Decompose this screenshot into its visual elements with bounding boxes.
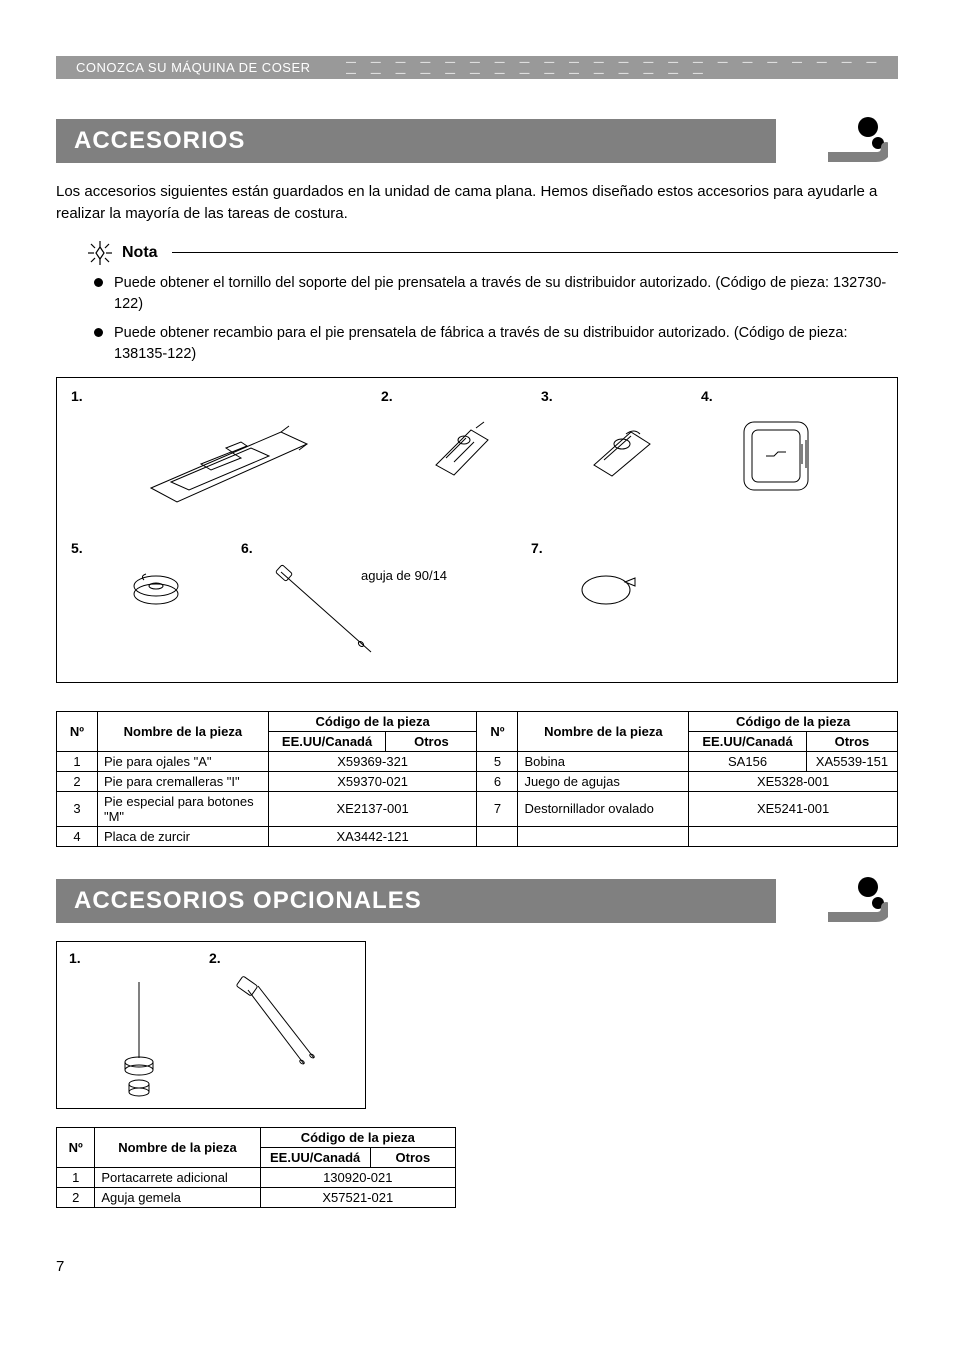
note-label: Nota	[122, 244, 158, 262]
buttonhole-foot-icon	[131, 410, 321, 510]
th-code: Código de la pieza	[268, 711, 477, 731]
breadcrumb-text: CONOZCA SU MÁQUINA DE COSER	[76, 60, 311, 75]
cell: X59370-021	[268, 771, 477, 791]
cell: 130920-021	[260, 1167, 455, 1187]
cell: 4	[57, 826, 98, 846]
cell	[477, 826, 518, 846]
cell: XA5539-151	[806, 751, 897, 771]
optional-accessories-table: Nº Nombre de la pieza Código de la pieza…	[56, 1127, 456, 1208]
fig-number: 7.	[531, 540, 543, 556]
note-block: Nota Puede obtener el tornillo del sopor…	[86, 239, 898, 365]
cell: Pie para cremalleras "I"	[97, 771, 268, 791]
spool-pin-icon	[104, 972, 174, 1102]
accessories-table: Nº Nombre de la pieza Código de la pieza…	[56, 711, 898, 847]
cell: 2	[57, 771, 98, 791]
th-other: Otros	[806, 731, 897, 751]
tab-decor-icon	[828, 113, 888, 163]
cell	[518, 826, 689, 846]
cell: Aguja gemela	[95, 1187, 260, 1207]
section-title: ACCESORIOS	[56, 119, 776, 163]
fig-number: 2.	[209, 950, 221, 966]
intro-text: Los accesorios siguientes están guardado…	[56, 181, 898, 225]
th-code: Código de la pieza	[689, 711, 898, 731]
tab-decor-icon	[828, 873, 888, 923]
figure-panel-optional: 1. 2.	[56, 941, 366, 1109]
th-num: Nº	[57, 1127, 95, 1167]
fig-number: 1.	[69, 950, 81, 966]
cell: XE5328-001	[689, 771, 898, 791]
darning-plate-icon	[726, 410, 826, 500]
cell: 5	[477, 751, 518, 771]
cell: 3	[57, 791, 98, 826]
th-us: EE.UU/Canadá	[260, 1147, 370, 1167]
cell: 1	[57, 1167, 95, 1187]
cell: SA156	[689, 751, 807, 771]
th-code: Código de la pieza	[260, 1127, 455, 1147]
needle-label: aguja de 90/14	[361, 568, 447, 583]
cell: XE2137-001	[268, 791, 477, 826]
cell: 7	[477, 791, 518, 826]
cell: X59369-321	[268, 751, 477, 771]
th-name: Nombre de la pieza	[518, 711, 689, 751]
twin-needle-icon	[224, 972, 334, 1102]
fig-number: 2.	[381, 388, 393, 404]
th-us: EE.UU/Canadá	[268, 731, 386, 751]
cell: Destornillador ovalado	[518, 791, 689, 826]
th-num: Nº	[477, 711, 518, 751]
cell: Pie para ojales "A"	[97, 751, 268, 771]
cell: 2	[57, 1187, 95, 1207]
cell: Portacarrete adicional	[95, 1167, 260, 1187]
cell: Placa de zurcir	[97, 826, 268, 846]
oval-screwdriver-icon	[571, 562, 651, 612]
breadcrumb-dots: — — — — — — — — — — — — — — — — — — — — …	[346, 57, 898, 79]
cell: XA3442-121	[268, 826, 477, 846]
cell: X57521-021	[260, 1187, 455, 1207]
note-item: Puede obtener recambio para el pie prens…	[94, 323, 898, 365]
note-list: Puede obtener el tornillo del soporte de…	[94, 273, 898, 365]
cell: 6	[477, 771, 518, 791]
th-other: Otros	[370, 1147, 455, 1167]
cell	[689, 826, 898, 846]
section-title: ACCESORIOS OPCIONALES	[56, 879, 776, 923]
cell: XE5241-001	[689, 791, 898, 826]
section-accesorios: ACCESORIOS	[56, 119, 898, 163]
th-other: Otros	[386, 731, 477, 751]
figure-panel: 1. 2.	[56, 377, 898, 683]
fig-number: 1.	[71, 388, 83, 404]
th-us: EE.UU/Canadá	[689, 731, 807, 751]
cell: Juego de agujas	[518, 771, 689, 791]
fig-number: 6.	[241, 540, 253, 556]
zipper-foot-icon	[416, 410, 506, 490]
cell: Pie especial para botones "M"	[97, 791, 268, 826]
section-accesorios-opcionales: ACCESORIOS OPCIONALES	[56, 879, 898, 923]
button-foot-icon	[576, 410, 666, 490]
th-num: Nº	[57, 711, 98, 751]
fig-number: 5.	[71, 540, 83, 556]
breadcrumb-bar: CONOZCA SU MÁQUINA DE COSER — — — — — — …	[56, 56, 898, 79]
page-number: 7	[56, 1258, 898, 1275]
note-icon	[86, 239, 114, 267]
bobbin-icon	[126, 562, 186, 612]
cell: Bobina	[518, 751, 689, 771]
th-name: Nombre de la pieza	[95, 1127, 260, 1167]
note-divider	[172, 252, 898, 253]
cell: 1	[57, 751, 98, 771]
th-name: Nombre de la pieza	[97, 711, 268, 751]
fig-number: 3.	[541, 388, 553, 404]
note-item: Puede obtener el tornillo del soporte de…	[94, 273, 898, 315]
fig-number: 4.	[701, 388, 713, 404]
